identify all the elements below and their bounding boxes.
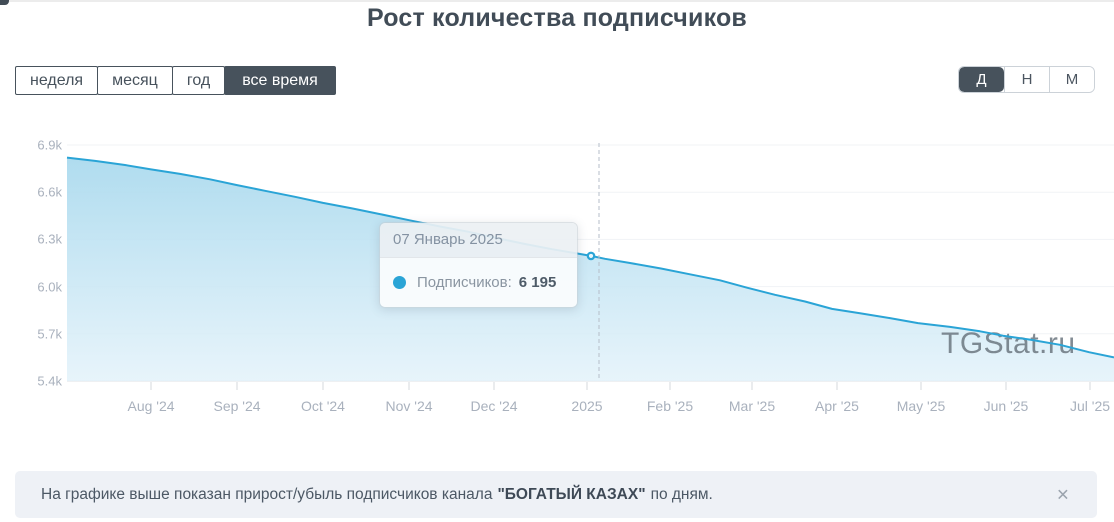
page-title: Рост количества подписчиков: [366, 4, 748, 32]
area-fill: [67, 157, 1114, 381]
tooltip-date: 07 Январь 2025: [380, 223, 577, 258]
range-tab-month[interactable]: месяц: [97, 66, 173, 95]
x-axis-tick-label: Jul '25: [1069, 398, 1111, 414]
range-tabs: неделя месяц год все время: [15, 66, 336, 95]
chart-area-layer: [67, 144, 1114, 382]
range-tab-alltime[interactable]: все время: [224, 66, 336, 95]
granularity-tabs: Д Н М: [958, 66, 1095, 93]
hover-marker-dot: [586, 251, 596, 261]
granularity-tab-month[interactable]: М: [1049, 67, 1094, 92]
close-icon[interactable]: ×: [1056, 483, 1069, 506]
y-axis-tick-label: 6.6k: [37, 184, 62, 200]
notice-bar: На графике выше показан прирост/убыль по…: [15, 471, 1097, 518]
notice-text-after: по дням.: [650, 485, 713, 503]
tooltip-series-label: Подписчиков:: [417, 274, 512, 291]
y-axis-tick-label: 6.3k: [37, 231, 62, 247]
x-axis-tick-label: Aug '24: [127, 398, 175, 414]
x-axis-tick-label: Jun '25: [983, 398, 1029, 414]
x-axis-tick-label: May '25: [896, 398, 946, 414]
x-axis-tick-label: Sep '24: [213, 398, 261, 414]
series-dot-icon: [393, 276, 406, 289]
granularity-tab-day[interactable]: Д: [959, 67, 1004, 92]
top-divider: [0, 0, 1114, 2]
x-axis-tick-label: Dec '24: [470, 398, 518, 414]
y-axis-tick-label: 6.9k: [37, 137, 62, 153]
y-axis-tick-label: 5.7k: [37, 326, 62, 342]
x-axis-tick-label: 2025: [571, 398, 603, 414]
range-tab-week[interactable]: неделя: [15, 66, 99, 95]
x-axis-tick-label: Mar '25: [728, 398, 776, 414]
range-tab-year[interactable]: год: [171, 66, 226, 95]
y-axis-tick-label: 6.0k: [37, 279, 62, 295]
notice-channel-name: "БОГАТЫЙ КАЗАХ": [497, 485, 646, 503]
notice-text-before: На графике выше показан прирост/убыль по…: [41, 485, 493, 503]
subscribers-area-chart: TGStat.ru 6.9k 6.6k 6.3k 6.0k 5.7k 5.4k Aug '…: [37, 137, 1114, 414]
x-axis-tick-label: Feb '25: [646, 398, 694, 414]
chart-tooltip: 07 Январь 2025 Подписчиков: 6 195: [379, 222, 578, 308]
chart-line-layer: [66, 143, 1114, 390]
x-axis-tick-label: Apr '25: [815, 398, 859, 414]
x-axis-tick-label: Oct '24: [301, 398, 345, 414]
granularity-tab-week[interactable]: Н: [1004, 67, 1049, 92]
y-axis-tick-label: 5.4k: [37, 373, 62, 389]
tooltip-value: 6 195: [518, 274, 557, 291]
corner-artifact: [0, 0, 9, 5]
x-axis-tick-label: Nov '24: [385, 398, 433, 414]
